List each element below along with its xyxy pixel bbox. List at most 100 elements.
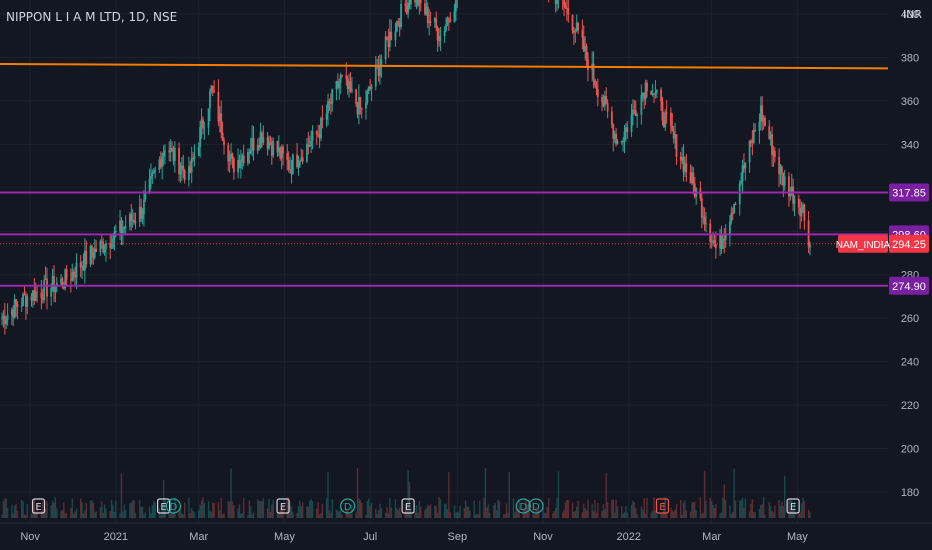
volume-bar [325, 498, 328, 518]
candle-body [71, 271, 74, 280]
volume-bar [547, 498, 550, 518]
candle-body [158, 159, 161, 170]
candle-body [581, 30, 584, 38]
event-marker-dividend[interactable]: D [515, 498, 531, 514]
volume-bar [743, 507, 745, 518]
candle-body [258, 145, 261, 148]
event-marker-earnings[interactable]: E [786, 498, 800, 514]
volume-bar [528, 499, 530, 518]
event-marker-earnings[interactable]: E [157, 498, 171, 514]
volume-bar [784, 475, 786, 518]
volume-bar [625, 506, 627, 518]
volume-bar [680, 499, 682, 518]
candle-body [740, 181, 743, 184]
volume-bar [223, 513, 225, 518]
volume-bar [508, 471, 510, 518]
candle-body [424, 3, 426, 15]
candle-body [563, 0, 565, 7]
candle-body [443, 30, 446, 37]
volume-bar [561, 512, 564, 518]
volume-bar [30, 513, 33, 518]
candle-body [640, 94, 643, 115]
candle-body [172, 148, 175, 161]
candle-body [417, 0, 419, 6]
volume-bar [296, 513, 298, 518]
volume-bar [286, 497, 288, 518]
price-axis[interactable]: 180200220240260280300320340360380400 [888, 0, 932, 523]
volume-bar [632, 500, 634, 518]
drawing-lines[interactable] [0, 62, 889, 287]
candle-body [734, 203, 737, 205]
event-marker-earnings[interactable]: E [31, 498, 46, 514]
event-marker-earnings[interactable]: E [276, 498, 290, 514]
event-marker-dividend[interactable]: D [340, 498, 356, 514]
volume-bar [425, 508, 428, 518]
candle-body [261, 132, 263, 143]
volume-bar [230, 468, 232, 518]
volume-bar [79, 498, 82, 518]
event-marker-dividend[interactable]: D [165, 498, 182, 514]
volume-bar [616, 506, 619, 518]
volume-bar [542, 502, 544, 518]
volume-bar [366, 500, 369, 518]
volume-bar [199, 504, 201, 518]
volume-bar [685, 510, 688, 518]
time-tick-label: May [787, 531, 808, 543]
volume-bar [782, 506, 785, 518]
volume-bar [2, 501, 5, 518]
candle-body [171, 147, 173, 149]
volume-bar [202, 497, 204, 518]
volume-bar [498, 501, 501, 518]
candle-body [398, 23, 401, 28]
volume-bar [389, 498, 391, 518]
volume-bar [525, 500, 527, 518]
event-marker-earnings-negative[interactable]: E [655, 498, 670, 514]
candle-body [397, 21, 400, 24]
chart-grid [0, 0, 888, 523]
volume-bar [691, 501, 693, 518]
volume-bar [504, 514, 506, 518]
candle-body [367, 86, 370, 92]
candle-body [279, 147, 282, 159]
earnings-icon [786, 498, 800, 514]
candle-body [2, 315, 5, 319]
candlestick-series [1, 0, 811, 335]
candle-body [209, 90, 211, 109]
volume-bar [554, 508, 557, 518]
candle-body [575, 22, 578, 32]
candle-body [433, 18, 436, 23]
candle-body [565, 7, 568, 9]
candle-body [6, 314, 9, 321]
volume-bar [321, 503, 324, 518]
volume-bar [493, 505, 495, 518]
volume-bar [153, 501, 155, 518]
volume-bar [636, 513, 638, 518]
dividend-icon [528, 498, 544, 514]
candle-body [623, 131, 626, 141]
volume-bar [552, 513, 554, 518]
candle-body [654, 92, 657, 95]
candle-body [730, 213, 733, 222]
volume-bar [733, 468, 735, 518]
currency-label[interactable]: INR [902, 8, 922, 21]
volume-bar [5, 498, 7, 518]
volume-bar [449, 512, 451, 518]
volume-bar [101, 501, 103, 518]
candle-body [91, 246, 93, 254]
time-axis[interactable]: Nov 2021 Mar May Jul Sep Nov 2022 Mar May [0, 522, 932, 543]
volume-bar [591, 504, 593, 518]
volume-bar [467, 506, 470, 518]
volume-bar [642, 509, 644, 518]
event-marker-dividend[interactable]: D [528, 498, 544, 514]
volume-bar [601, 511, 603, 518]
candle-body [180, 165, 183, 169]
candle-body [390, 31, 393, 41]
candle-body [653, 93, 655, 95]
candle-body [764, 117, 766, 127]
volume-bar [744, 498, 747, 518]
volume-bar [567, 499, 570, 518]
volume-bar [563, 509, 565, 518]
event-marker-earnings[interactable]: E [401, 498, 415, 514]
